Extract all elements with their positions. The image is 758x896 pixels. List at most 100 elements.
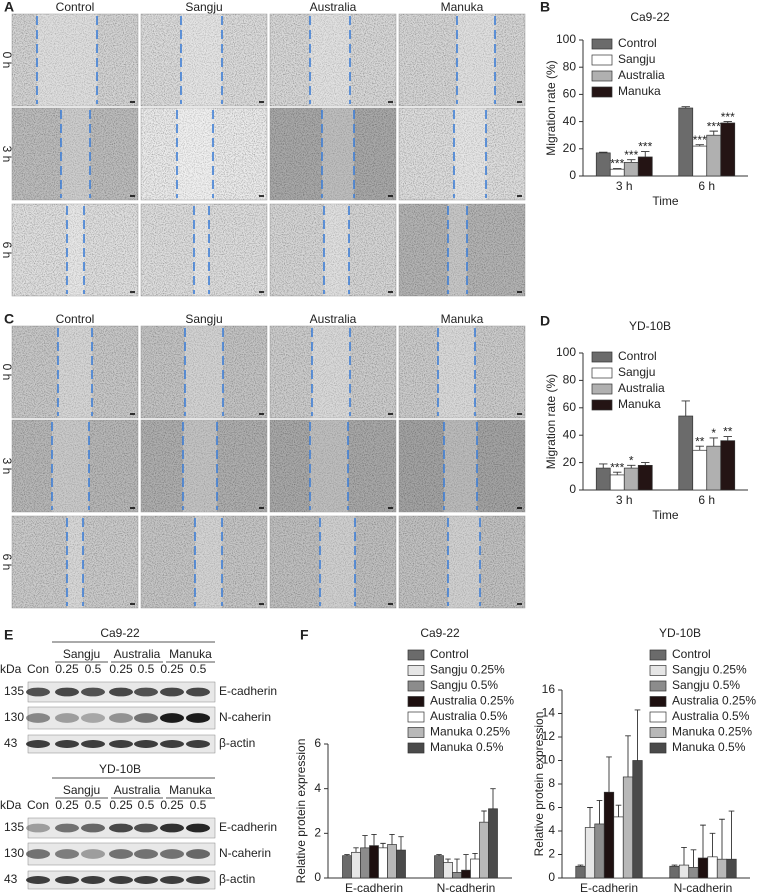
wound-gap: [324, 204, 349, 296]
legend-swatch: [407, 727, 425, 738]
x-tick-label: 6 h: [698, 179, 715, 193]
protein-label: E-cadherin: [219, 684, 277, 698]
wound-gap: [67, 516, 83, 608]
bar: [726, 858, 737, 879]
lane-label: 0.25: [109, 662, 133, 676]
band: [55, 687, 79, 697]
wound-gap: [37, 14, 97, 106]
x-tick-label: 6 h: [698, 493, 715, 507]
wound-gap: [310, 14, 350, 106]
bar: [678, 107, 694, 177]
band: [81, 876, 105, 884]
wound-gap: [177, 108, 213, 200]
band: [134, 687, 158, 697]
panel-label: D: [540, 313, 550, 329]
band: [55, 713, 79, 723]
y-tick-label: 14: [542, 706, 556, 720]
group-label: Sangju: [63, 647, 100, 661]
legend-swatch: [649, 711, 667, 723]
panel-label: F: [300, 627, 309, 643]
bar: [470, 858, 480, 879]
band: [186, 823, 210, 833]
bar: [720, 122, 736, 177]
band: [109, 876, 133, 884]
texture: [141, 516, 267, 608]
error-bar: [344, 854, 350, 856]
group-label: Australia: [114, 647, 161, 661]
lane-label: Con: [27, 662, 49, 676]
lane-label: 0.5: [190, 798, 207, 812]
y-tick-label: 2: [548, 847, 555, 861]
bar: [678, 864, 690, 879]
error-bar: [709, 832, 716, 857]
error-bar: [436, 854, 442, 856]
bar: [613, 816, 624, 879]
y-tick-label: 8: [548, 776, 555, 790]
legend-label: Control: [618, 349, 657, 363]
significance: ***: [638, 140, 652, 154]
bar: [637, 156, 653, 177]
y-tick-label: 80: [563, 59, 577, 73]
texture: [12, 108, 138, 200]
texture: [141, 420, 267, 512]
y-tick-label: 100: [556, 345, 576, 359]
wound-gap: [195, 516, 222, 608]
blot-title: YD-10B: [99, 762, 141, 776]
chart-title: Ca9-22: [630, 10, 670, 24]
wound-gap: [61, 108, 90, 200]
group-label: Manuka: [169, 647, 212, 661]
y-axis-label: Migration rate (%): [544, 374, 558, 469]
bar: [595, 467, 611, 491]
bar: [720, 440, 736, 491]
row-label: 0 h: [0, 52, 14, 69]
texture: [270, 420, 396, 512]
column-label: Manuka: [441, 0, 484, 14]
lane-label: 0.5: [138, 798, 155, 812]
column-label: Australia: [310, 312, 357, 326]
y-tick-label: 60: [563, 87, 577, 101]
protein-label: N-caherin: [219, 846, 271, 860]
error-bar: [625, 735, 631, 777]
legend-swatch: [407, 696, 425, 707]
x-tick-label: N-cadherin: [674, 881, 733, 895]
y-tick-label: 40: [563, 427, 577, 441]
lane-label: 0.5: [138, 662, 155, 676]
legend-label: Australia 0.5%: [672, 709, 750, 723]
texture: [399, 108, 525, 200]
bar: [575, 865, 586, 879]
error-bar: [599, 151, 608, 153]
bar: [697, 857, 709, 879]
bar: [706, 134, 722, 177]
error-bar: [719, 818, 725, 860]
bar: [669, 865, 680, 879]
error-bar: [641, 462, 650, 466]
band: [55, 849, 79, 859]
lane-label: 0.5: [190, 662, 207, 676]
wound-gap: [52, 420, 89, 512]
kda-label: 43: [4, 872, 18, 886]
texture: [270, 108, 396, 200]
band: [26, 823, 50, 833]
error-bar: [700, 824, 706, 859]
lane-label: 0.5: [85, 662, 102, 676]
bar: [623, 162, 639, 177]
legend-swatch: [591, 70, 613, 82]
x-tick-label: 3 h: [616, 493, 633, 507]
y-tick-label: 2: [314, 826, 321, 840]
band: [160, 713, 184, 723]
significance: ***: [707, 119, 721, 133]
error-bar: [613, 168, 622, 170]
legend-swatch: [591, 38, 613, 50]
lane-label: Con: [27, 798, 49, 812]
legend-label: Sangju 0.5%: [672, 678, 740, 692]
texture: [12, 516, 138, 608]
significance: *: [711, 426, 716, 440]
texture: [141, 326, 267, 418]
legend-label: Control: [672, 647, 711, 661]
column-label: Australia: [310, 0, 357, 14]
texture: [270, 516, 396, 608]
wound-gap: [454, 108, 486, 200]
legend-label: Australia: [618, 381, 665, 395]
error-bar: [681, 847, 687, 866]
